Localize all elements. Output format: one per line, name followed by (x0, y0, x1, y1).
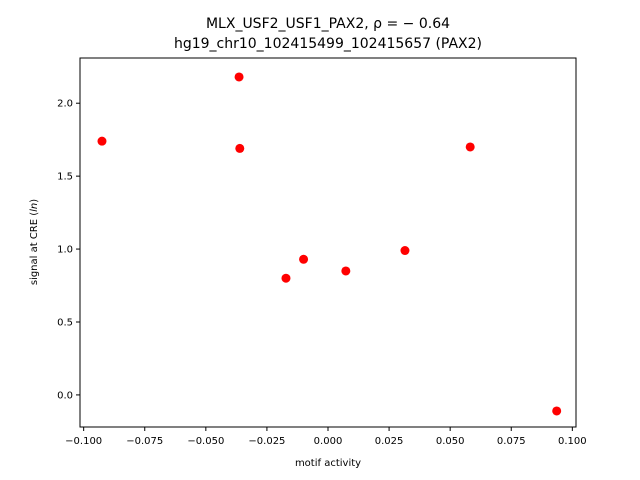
data-point (341, 266, 351, 276)
y-axis-label: signal at CRE (ln) (29, 199, 40, 285)
x-tick-label: −0.100 (65, 436, 102, 447)
x-tick-label: 0.050 (436, 436, 465, 447)
x-tick-label: −0.025 (248, 436, 285, 447)
data-point (552, 406, 562, 416)
data-point (465, 142, 475, 152)
chart-title-line1: MLX_USF2_USF1_PAX2, ρ = − 0.64 (206, 16, 450, 32)
x-tick-label: 0.075 (497, 436, 526, 447)
x-tick-label: 0.025 (375, 436, 404, 447)
y-axis-label-suffix: ) (29, 199, 40, 203)
y-tick-label: 1.5 (57, 172, 73, 183)
x-tick-label: 0.100 (558, 436, 587, 447)
data-point (97, 136, 107, 146)
y-axis: 0.0 0.5 1.0 1.5 2.0 (57, 99, 80, 401)
x-tick-label: −0.050 (187, 436, 224, 447)
x-axis: −0.100 −0.075 −0.050 −0.025 0.000 0.025 0.050 0… (65, 427, 587, 447)
x-tick-label: 0.000 (314, 436, 343, 447)
y-axis-label-ln: ln (29, 203, 40, 212)
chart-title-line2: hg19_chr10_102415499_102415657 (PAX2) (174, 36, 482, 52)
y-tick-label: 1.0 (57, 245, 73, 256)
x-tick-label: −0.075 (126, 436, 163, 447)
y-tick-label: 2.0 (57, 99, 73, 110)
data-point (400, 246, 410, 256)
x-axis-label: motif activity (295, 458, 361, 469)
data-point (299, 254, 309, 264)
y-tick-label: 0.0 (57, 390, 73, 401)
y-axis-label-prefix: signal at CRE ( (29, 212, 40, 285)
data-point (234, 72, 244, 82)
y-tick-label: 0.5 (57, 317, 73, 328)
data-point (235, 143, 245, 153)
data-points (97, 72, 562, 416)
data-point (281, 273, 291, 283)
